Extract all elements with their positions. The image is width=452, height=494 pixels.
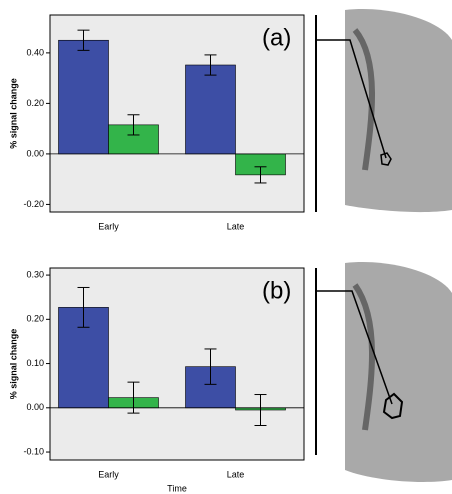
brain-b — [316, 262, 452, 482]
y-tick-label: 0.00 — [26, 402, 44, 412]
y-tick-label: -0.20 — [23, 199, 44, 209]
y-tick-label: 0.30 — [26, 269, 44, 279]
annotation: (a) — [262, 24, 291, 51]
x-tick-label: Late — [227, 469, 245, 479]
x-tick-label: Late — [227, 221, 245, 231]
brain-a — [316, 9, 452, 212]
x-axis-label: Time — [167, 483, 187, 493]
y-tick-label: 0.20 — [26, 314, 44, 324]
chart: -0.20 0.00 0.20 0.40 % signal change (a) Early… — [8, 15, 304, 231]
y-tick-label: -0.10 — [23, 446, 44, 456]
y-axis-label: % signal change — [8, 329, 18, 400]
y-tick-label: 0.20 — [26, 98, 44, 108]
x-tick-label: Early — [98, 469, 119, 479]
y-tick-label: 0.00 — [26, 148, 44, 158]
y-axis-label: % signal change — [8, 78, 18, 149]
figure: -0.20 0.00 0.20 0.40 % signal change (a) Early… — [0, 0, 452, 494]
bar — [59, 40, 109, 154]
annotation: (b) — [262, 277, 291, 304]
y-tick-label: 0.40 — [26, 47, 44, 57]
chart: -0.10 0.00 0.10 0.20 0.30 % signal change (b) T… — [8, 268, 304, 493]
x-tick-label: Early — [98, 221, 119, 231]
bar — [186, 65, 236, 154]
y-tick-label: 0.10 — [26, 358, 44, 368]
